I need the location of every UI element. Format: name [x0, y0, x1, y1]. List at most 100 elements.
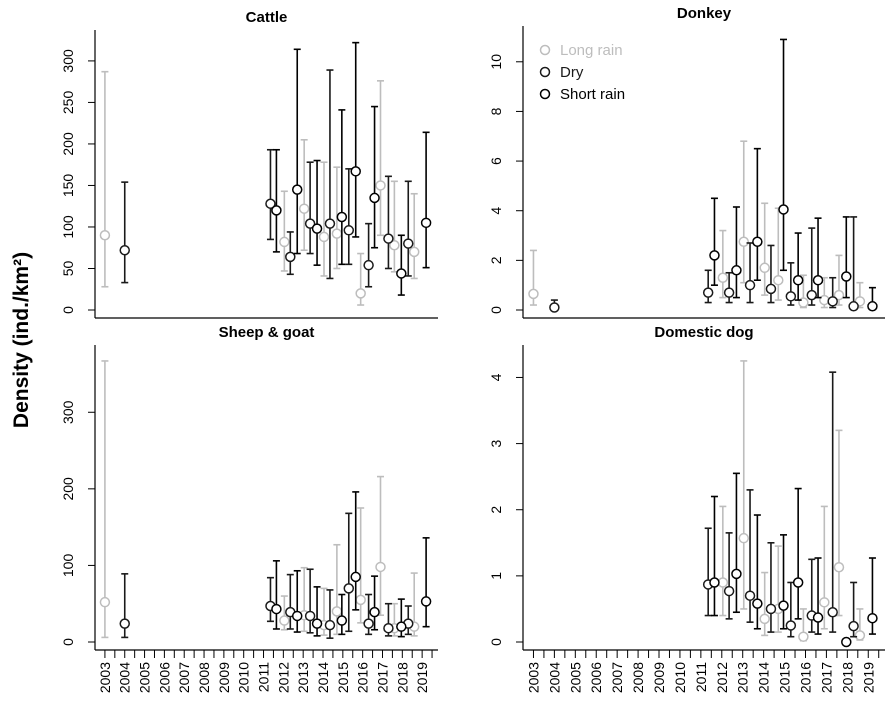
legend-label: Dry [560, 64, 584, 81]
x-tick-label: 2017 [818, 662, 834, 693]
y-tick-label: 300 [60, 400, 76, 424]
data-point [369, 192, 380, 204]
data-point [723, 585, 735, 597]
data-point [403, 238, 414, 249]
data-point [765, 603, 777, 615]
data-point [279, 236, 290, 248]
data-point [773, 274, 784, 286]
y-tick-label: 200 [60, 132, 76, 156]
x-tick-label: 2008 [196, 662, 212, 693]
x-tick-label: 2012 [714, 662, 730, 693]
y-tick-label: 0 [60, 306, 76, 314]
data-point [709, 250, 720, 261]
data-point [833, 289, 845, 301]
data-point [549, 302, 560, 313]
data-point [119, 618, 130, 629]
data-point [765, 283, 777, 295]
x-tick-label: 2010 [236, 662, 252, 693]
y-tick-label: 3 [488, 439, 504, 447]
y-tick-label: 0 [60, 638, 76, 646]
data-point [420, 217, 432, 229]
y-tick-label: 6 [488, 157, 504, 165]
x-tick-label: 2009 [651, 662, 667, 693]
data-point [389, 239, 400, 251]
x-tick-label: 2008 [630, 662, 646, 693]
series-long-rain [99, 360, 420, 639]
data-point [324, 218, 336, 229]
data-point [752, 236, 763, 247]
data-point [778, 204, 789, 215]
data-point [867, 301, 878, 312]
x-tick-label: 2006 [156, 662, 172, 693]
data-point [798, 631, 809, 642]
data-point [271, 205, 282, 216]
data-point [336, 615, 348, 626]
y-tick-label: 4 [488, 207, 504, 215]
data-point [778, 600, 789, 611]
data-point [350, 166, 361, 177]
y-tick-label: 2 [488, 506, 504, 514]
y-tick-label: 200 [60, 477, 76, 501]
data-point [420, 596, 432, 607]
series-dry [549, 216, 859, 313]
x-tick-label: 2013 [735, 662, 751, 693]
series-dry [119, 512, 414, 639]
data-point [291, 184, 303, 195]
series-short-rain [271, 41, 432, 296]
panel-cattle: Cattle 0 50 100 150 200 250 300 [60, 9, 438, 319]
x-tick-label: 2016 [797, 662, 813, 693]
data-point [343, 225, 355, 236]
x-tick-label: 2016 [355, 662, 371, 693]
y-tick-label: 50 [60, 260, 76, 276]
data-point [785, 620, 797, 631]
data-point [408, 246, 420, 258]
data-point [744, 590, 756, 601]
data-point [318, 231, 330, 243]
x-tick-label: 2004 [117, 662, 133, 693]
x-tick-label: 2015 [335, 662, 351, 693]
data-point [343, 583, 355, 594]
data-point [759, 613, 770, 625]
x-tick-label: 2018 [839, 662, 855, 693]
data-point [304, 610, 316, 622]
data-point [806, 289, 818, 301]
panel-title: Sheep & goat [219, 324, 315, 341]
x-tick-label: 2003 [97, 662, 113, 693]
data-point [265, 198, 276, 209]
data-point [819, 597, 830, 608]
data-point [383, 622, 394, 634]
x-tick-label: 2010 [672, 662, 688, 693]
panel-title: Cattle [246, 9, 288, 26]
panel-donkey: Donkey 0 2 4 6 8 10 Long rain Dry Short rain [488, 5, 885, 319]
data-point [848, 620, 859, 632]
data-point [833, 562, 845, 573]
data-point [812, 274, 824, 286]
data-point [363, 618, 374, 629]
data-point [363, 259, 374, 271]
data-point [867, 612, 878, 624]
x-tick-label: 2019 [860, 662, 876, 693]
x-tick-label: 2003 [525, 662, 541, 693]
data-point [709, 577, 720, 588]
x-tick-label: 2009 [216, 662, 232, 693]
data-point [723, 287, 735, 298]
x-tick-label: 2005 [137, 662, 153, 693]
data-point [827, 296, 838, 307]
data-point [738, 532, 750, 544]
data-point [369, 606, 380, 618]
data-point [355, 594, 366, 606]
data-point [331, 228, 343, 239]
data-point [298, 203, 310, 214]
data-point [311, 223, 323, 234]
y-tick-label: 0 [488, 638, 504, 646]
data-point [744, 279, 756, 291]
data-point [785, 291, 797, 302]
series-short-rain [709, 472, 878, 648]
x-tick-label: 2006 [588, 662, 604, 693]
panel-title: Donkey [677, 5, 732, 22]
data-point [752, 598, 763, 609]
data-point [383, 233, 394, 244]
x-tick-label: 2013 [295, 662, 311, 693]
x-tick-label: 2014 [315, 662, 331, 693]
